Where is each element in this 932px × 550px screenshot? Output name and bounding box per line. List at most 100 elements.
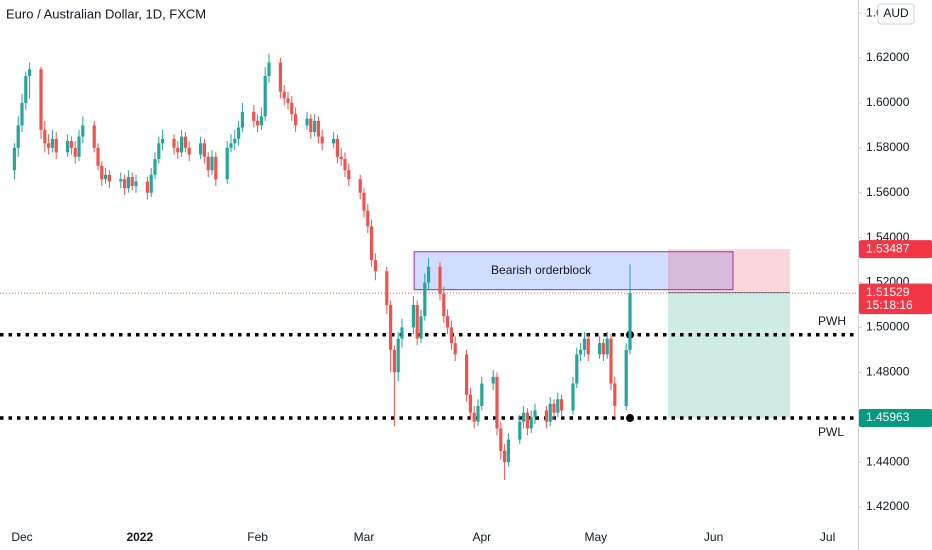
candle-body (499, 428, 503, 451)
y-tick-label: 1.62000 (866, 50, 910, 64)
candle-body (294, 114, 298, 126)
candle-body (598, 343, 602, 355)
candle-body (180, 136, 184, 153)
candle-body (465, 354, 469, 395)
stop-zone (668, 249, 790, 293)
candle-body (206, 156, 210, 171)
stop-tag-label: 1.53487 (866, 241, 910, 255)
candle-body (556, 399, 560, 413)
candle-body (16, 125, 20, 148)
candle-body (290, 102, 294, 115)
candle-body (449, 327, 454, 344)
candle-body (145, 181, 150, 193)
orderblock (413, 251, 734, 291)
candle-body (373, 260, 378, 272)
candle-body (267, 62, 271, 76)
last-price-tag-label: 1.51529 (866, 285, 910, 299)
candle-body (525, 412, 530, 429)
candle-body (503, 450, 507, 463)
candle-body (609, 338, 613, 384)
y-tick-label: 1.48000 (866, 364, 910, 378)
candle-body (263, 75, 267, 117)
candle-body (366, 210, 370, 227)
candle-body (313, 120, 317, 133)
candle-body (582, 338, 587, 350)
candle-body (446, 316, 450, 328)
candle-body (339, 156, 343, 160)
candle-body (149, 174, 153, 193)
candle-body (605, 338, 609, 355)
candle-body (571, 383, 575, 411)
candle-body (214, 156, 218, 180)
candle-body (411, 304, 416, 328)
candle-body (472, 412, 476, 422)
chart-title: Euro / Australian Dollar, 1D, FXCM (6, 6, 206, 21)
candle-body (225, 147, 229, 180)
candle-body (202, 143, 207, 157)
candle-body (47, 143, 51, 148)
candle-body (415, 304, 419, 339)
candle-body (77, 136, 81, 157)
candle-body (187, 147, 191, 155)
candle-body (123, 179, 127, 189)
candle-body (240, 111, 245, 128)
candle-body (126, 176, 131, 189)
candle-body (396, 338, 400, 373)
candle-body (468, 394, 473, 413)
candle-body (423, 282, 427, 317)
candle-body (385, 271, 389, 305)
candle-body (332, 138, 336, 144)
candle-body (400, 327, 404, 339)
candle-body (362, 192, 366, 211)
candle-body (107, 174, 112, 182)
x-tick-label: Apr (472, 530, 491, 544)
x-tick-label: 2022 (126, 530, 153, 544)
candle-body (134, 181, 138, 186)
candle-body (161, 138, 165, 144)
candle-body (305, 118, 309, 126)
level-label: PWL (818, 425, 844, 439)
candle-body (100, 165, 104, 180)
candle-body (92, 125, 96, 148)
candle-body (419, 316, 423, 339)
candle-body (73, 147, 77, 157)
candle-body (544, 410, 549, 422)
candle-body (104, 174, 108, 180)
last-price-tag-countdown: 15:18:16 (866, 298, 913, 312)
candle-body (66, 141, 70, 153)
currency-label: AUD (883, 6, 909, 20)
candle-body (343, 159, 347, 171)
y-tick-label: 1.56000 (866, 185, 910, 199)
candle-body (256, 120, 260, 126)
candle-body (172, 138, 176, 148)
candle-body (522, 412, 526, 422)
candle-body (495, 376, 499, 429)
candle-body (176, 147, 180, 153)
x-tick-label: Jul (820, 530, 835, 544)
candle-body (552, 403, 556, 413)
candle-body (370, 226, 374, 261)
candle-body (96, 147, 100, 166)
candle-body (54, 138, 58, 153)
stop-tag (859, 240, 932, 259)
candle-body (389, 304, 393, 350)
candle-body (157, 143, 161, 160)
orderblock-label: Bearish orderblock (491, 263, 592, 277)
candle-body (392, 349, 397, 373)
level-dot (626, 414, 635, 423)
candle-body (237, 127, 241, 139)
y-tick-label: 1.60000 (866, 95, 910, 109)
candle-body (347, 170, 351, 180)
x-tick-label: Dec (11, 530, 32, 544)
candle-body (12, 147, 17, 171)
candle-body (252, 111, 256, 121)
y-tick-label: 1.42000 (866, 499, 910, 513)
candle-body (427, 266, 431, 283)
candle-body (476, 405, 480, 422)
y-tick-label: 1.50000 (866, 320, 910, 334)
candle-body (601, 343, 606, 355)
candle-body (624, 349, 628, 406)
candle-body (320, 136, 324, 144)
candle-body (579, 349, 583, 355)
last-price-tag (859, 284, 932, 315)
